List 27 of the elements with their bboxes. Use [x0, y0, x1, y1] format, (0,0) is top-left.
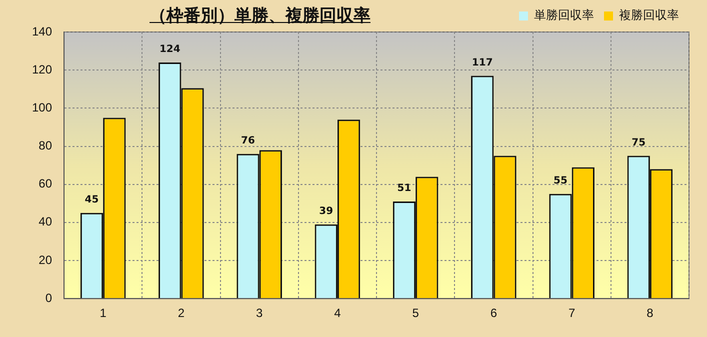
x-tick-label: 8: [646, 306, 654, 320]
y-tick-label: 60: [38, 176, 52, 191]
x-tick-label: 4: [334, 306, 342, 320]
y-tick-label: 40: [38, 214, 52, 229]
data-label: 55: [554, 175, 568, 186]
data-label: 76: [241, 135, 255, 146]
data-label: 117: [472, 57, 493, 68]
x-tick-label: 6: [490, 306, 498, 320]
x-tick-label: 7: [568, 306, 576, 320]
data-label: 45: [84, 194, 99, 206]
y-tick-label: 120: [32, 62, 52, 76]
x-tick-label: 3: [256, 306, 263, 320]
x-tick-label: 2: [178, 306, 185, 320]
y-tick-label: 140: [32, 24, 52, 38]
y-tick-label: 100: [32, 100, 52, 114]
y-tick-label: 0: [45, 290, 52, 305]
data-label: 51: [397, 183, 412, 194]
data-label: 39: [319, 206, 334, 217]
y-tick-label: 20: [38, 252, 52, 267]
legend-label: 単勝回収率: [534, 8, 594, 22]
legend-label: 複勝回収率: [619, 8, 679, 22]
data-label: 124: [159, 44, 180, 56]
x-tick-label: 5: [412, 306, 420, 320]
y-tick-label: 80: [38, 138, 52, 153]
data-label: 75: [632, 137, 646, 148]
chart-title: （枠番別）単勝、複勝回収率: [150, 6, 370, 26]
x-tick-label: 1: [100, 306, 107, 320]
